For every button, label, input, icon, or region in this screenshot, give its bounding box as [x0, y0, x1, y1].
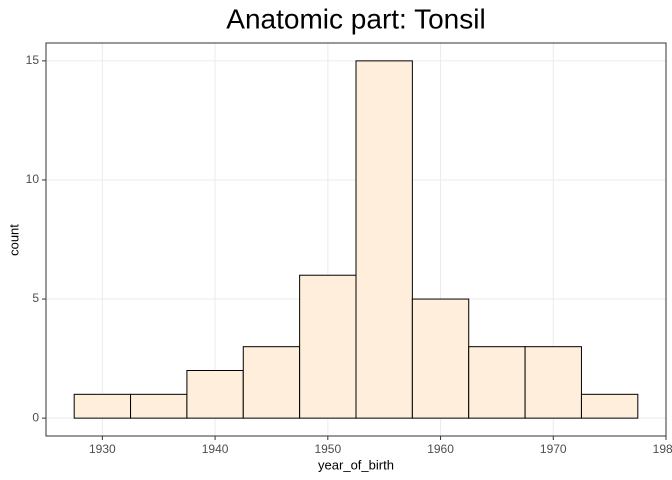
x-axis-title: year_of_birth [318, 457, 394, 472]
x-tick-label: 1980 [653, 442, 672, 456]
y-tick-label: 0 [32, 410, 39, 424]
panel-border [45, 42, 667, 437]
y-tick-label: 5 [32, 291, 39, 305]
bar [299, 274, 357, 419]
bar [524, 346, 582, 419]
bar [242, 346, 301, 419]
bar [411, 298, 470, 419]
bar [580, 393, 639, 419]
x-tick-label: 1940 [202, 442, 229, 456]
y-tick-label: 15 [26, 53, 40, 67]
x-tick-label: 1930 [89, 442, 116, 456]
bar [73, 393, 132, 419]
bar [130, 393, 188, 419]
x-tick-label: 1970 [540, 442, 567, 456]
chart-title: Anatomic part: Tonsil [226, 3, 485, 34]
x-tick-label: 1950 [314, 442, 341, 456]
bar [355, 60, 413, 419]
x-tick-label: 1960 [427, 442, 454, 456]
bar [468, 346, 526, 419]
y-axis-title: count [6, 224, 21, 256]
y-tick-label: 10 [26, 172, 40, 186]
bar [186, 370, 244, 419]
